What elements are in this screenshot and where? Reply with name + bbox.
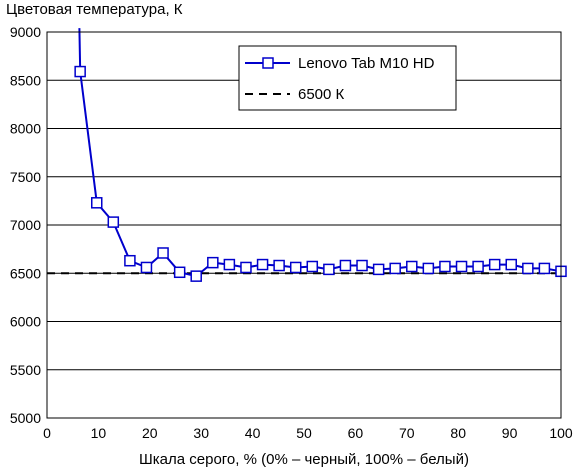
- x-tick-label: 100: [549, 425, 573, 441]
- y-tick-label: 9000: [10, 24, 41, 40]
- x-tick-label: 50: [296, 425, 312, 441]
- x-tick-label: 0: [43, 425, 51, 441]
- data-point: [140, 261, 153, 274]
- data-point: [207, 256, 219, 269]
- x-axis-title: Шкала серого, % (0% – черный, 100% – бел…: [139, 451, 469, 468]
- data-point: [306, 260, 319, 273]
- data-point: [107, 216, 120, 228]
- y-tick-label: 8000: [10, 121, 41, 137]
- legend: Lenovo Tab M10 HD 6500 К: [238, 45, 457, 111]
- data-point: [505, 258, 517, 271]
- x-tick-label: 30: [193, 425, 209, 441]
- data-point: [240, 261, 252, 274]
- data-point: [289, 261, 302, 274]
- y-tick-label: 5000: [10, 410, 41, 426]
- y-tick-label: 7500: [10, 169, 41, 185]
- data-point: [74, 65, 86, 78]
- y-tick-label: 8500: [10, 72, 41, 88]
- data-point: [124, 254, 136, 267]
- data-point: [522, 262, 534, 275]
- data-point: [323, 263, 335, 276]
- data-point: [157, 247, 169, 259]
- y-tick-label: 6000: [10, 314, 41, 330]
- data-point: [273, 259, 285, 272]
- x-tick-label: 40: [245, 425, 261, 441]
- x-tick-label: 90: [502, 425, 518, 441]
- y-axis-ticks: 5000 5500 6000 6500 7000 7500 8000 8500 9000: [10, 24, 41, 426]
- data-point: [173, 266, 186, 279]
- data-point: [472, 260, 484, 273]
- plot-frame: [46, 31, 562, 419]
- data-point: [538, 262, 551, 275]
- legend-label-series-1: Lenovo Tab M10 HD: [298, 55, 435, 72]
- legend-box: [238, 45, 457, 111]
- x-tick-label: 70: [399, 425, 415, 441]
- x-tick-label: 20: [142, 425, 158, 441]
- y-tick-label: 7000: [10, 217, 41, 233]
- data-point: [455, 260, 468, 273]
- data-point: [422, 262, 435, 275]
- data-point: [256, 258, 269, 271]
- legend-label-series-2: 6500 К: [298, 86, 345, 103]
- data-point: [406, 260, 418, 273]
- data-point: [372, 263, 385, 276]
- x-axis-ticks: 0 10 20 30 40 50 60 70 80 90 100: [43, 425, 573, 441]
- data-point: [91, 197, 103, 209]
- data-point: [356, 259, 368, 272]
- data-point: [223, 258, 236, 271]
- y-tick-label: 5500: [10, 362, 41, 378]
- data-point: [339, 259, 352, 272]
- data-point: [488, 258, 501, 271]
- x-tick-label: 10: [91, 425, 107, 441]
- legend-marker-series-1: [262, 57, 274, 69]
- y-axis-title: Цветовая температура, К: [6, 1, 183, 18]
- data-point: [389, 262, 401, 275]
- x-tick-label: 60: [348, 425, 364, 441]
- data-point: [439, 260, 451, 273]
- data-point: [190, 270, 202, 282]
- y-tick-label: 6500: [10, 265, 41, 281]
- x-tick-label: 80: [450, 425, 466, 441]
